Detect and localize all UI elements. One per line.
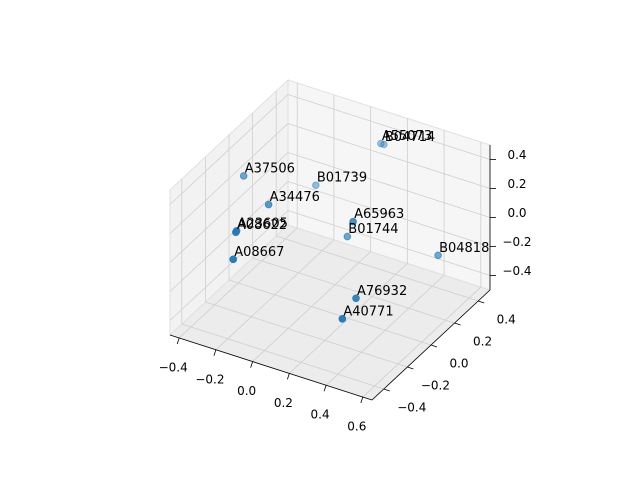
point-label: B04714 bbox=[385, 130, 435, 145]
point-label: A76932 bbox=[357, 284, 407, 299]
x-tick bbox=[213, 349, 217, 356]
point bbox=[343, 232, 352, 241]
grid-line bbox=[252, 257, 455, 324]
x-tick-label: 0.4 bbox=[311, 408, 330, 422]
point-label: B01739 bbox=[317, 171, 367, 186]
x-tick-label: −0.4 bbox=[159, 360, 188, 374]
z-tick-label: 0.4 bbox=[507, 148, 526, 162]
axis-line bbox=[371, 289, 491, 401]
grid-line bbox=[287, 152, 491, 218]
grid-line bbox=[287, 181, 491, 247]
point-label: B04818 bbox=[439, 241, 489, 256]
point-label: A65963 bbox=[354, 207, 404, 222]
point bbox=[434, 251, 442, 260]
x-tick-label: 0.6 bbox=[347, 420, 366, 434]
grid-line bbox=[276, 235, 479, 302]
point-label: A08622 bbox=[237, 218, 287, 233]
y-tick-label: 0.4 bbox=[497, 313, 516, 327]
y-tick bbox=[478, 300, 485, 304]
grid-line bbox=[287, 94, 491, 160]
grid-line bbox=[205, 301, 408, 368]
grid-line bbox=[181, 323, 384, 390]
y-tick-label: 0.0 bbox=[449, 357, 468, 371]
point bbox=[338, 315, 347, 323]
point bbox=[312, 181, 320, 190]
grid-line bbox=[287, 210, 491, 276]
axis-line bbox=[169, 334, 373, 401]
y-tick bbox=[407, 366, 414, 370]
point-label: A23605 bbox=[238, 216, 288, 231]
y-tick-label: 0.2 bbox=[473, 335, 492, 349]
point bbox=[229, 255, 238, 264]
y-tick-label: −0.4 bbox=[397, 401, 426, 415]
point-label: A40771 bbox=[343, 304, 393, 319]
point bbox=[264, 200, 273, 209]
x-tick-label: 0.2 bbox=[274, 396, 293, 410]
x-tick bbox=[360, 396, 364, 404]
grid-line bbox=[169, 94, 289, 205]
y-tick bbox=[430, 344, 438, 348]
x-tick bbox=[323, 385, 327, 392]
x-tick bbox=[176, 337, 180, 345]
grid-line bbox=[169, 152, 289, 263]
point-label: A55073 bbox=[382, 129, 432, 144]
point bbox=[349, 217, 357, 226]
point-label: B01744 bbox=[348, 222, 398, 237]
point-label: A08667 bbox=[234, 245, 284, 260]
point bbox=[377, 139, 385, 148]
point bbox=[352, 294, 360, 303]
y-tick bbox=[383, 388, 390, 392]
grid-line bbox=[228, 279, 432, 346]
x-tick-label: −0.2 bbox=[195, 372, 224, 386]
x-tick-label: 0.0 bbox=[237, 384, 256, 398]
z-tick-label: −0.4 bbox=[502, 264, 531, 278]
grid-line bbox=[169, 210, 289, 321]
z-tick-label: −0.2 bbox=[502, 235, 531, 249]
grid-line bbox=[169, 181, 289, 292]
z-tick-label: 0.2 bbox=[507, 177, 526, 191]
y-tick bbox=[454, 322, 461, 326]
x-tick bbox=[250, 361, 254, 368]
point bbox=[239, 172, 248, 180]
point-label: A34476 bbox=[270, 190, 320, 205]
point-label: A37506 bbox=[245, 161, 295, 176]
grid-line bbox=[169, 123, 289, 234]
grid-line bbox=[287, 123, 491, 189]
point bbox=[232, 228, 240, 237]
x-tick bbox=[286, 373, 290, 380]
z-tick-label: 0.0 bbox=[507, 206, 526, 220]
point bbox=[380, 140, 388, 149]
y-tick-label: −0.2 bbox=[421, 379, 450, 393]
